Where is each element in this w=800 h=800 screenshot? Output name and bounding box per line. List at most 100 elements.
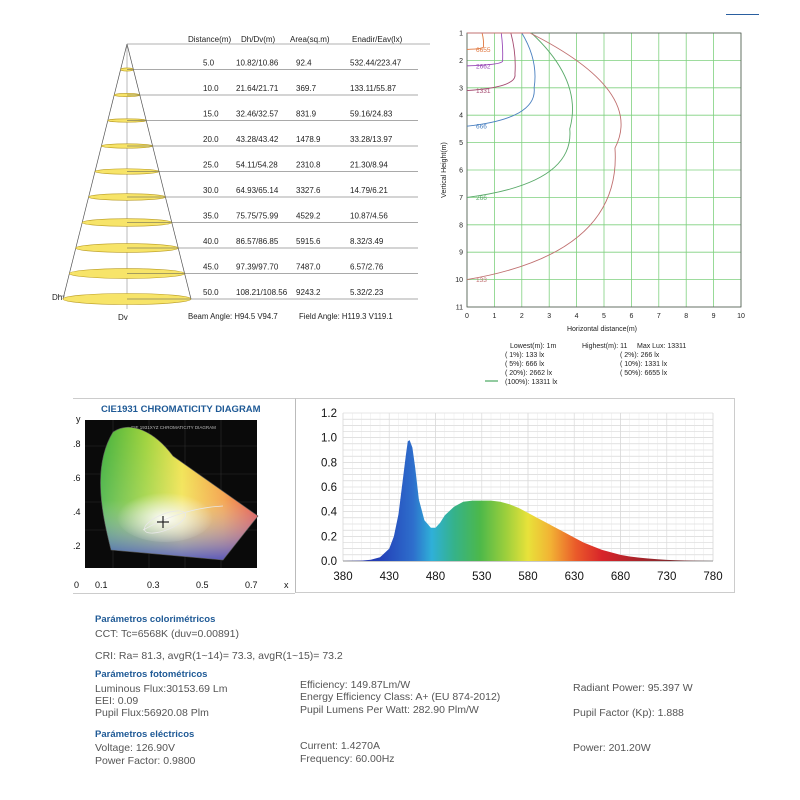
cone-row-distance: 15.0 <box>203 110 219 119</box>
isolux-xtick: 3 <box>547 313 551 320</box>
power: Power: 201.20W <box>573 742 651 754</box>
isolux-x-label: Horizontal distance(m) <box>567 326 637 333</box>
cie-panel <box>73 398 295 594</box>
isolux-ticks: 0 1 2 3 4 5 6 7 8 9 10 1 2 3 4 5 6 7 8 9 10 11 <box>455 31 745 321</box>
planckian-locus <box>142 505 224 534</box>
current: Current: 1.4270A <box>300 740 380 752</box>
isolux-xtick: 5 <box>602 313 606 320</box>
cie-xtick-1: 0.1 <box>95 580 108 590</box>
spectrum-xtick: 630 <box>565 571 584 583</box>
cie-inner-title: CIE 1931XYZ CHROMATICITY DIAGRAM <box>131 425 216 430</box>
colorimetric-title: Parámetros colorimétricos <box>95 614 216 625</box>
cone-row-area: 369.7 <box>296 84 317 93</box>
cone-row-e: 133.11/55.87 <box>350 84 397 93</box>
cone-header-area: Area(sq.m) <box>290 35 330 44</box>
legend-row-3a: ( 20%): 2662 lx <box>505 370 553 377</box>
isolux-xtick: 1 <box>492 313 496 320</box>
cone-row-distance: 20.0 <box>203 135 219 144</box>
isolux-curve <box>466 32 504 67</box>
legend-max-lux: Max Lux: 13311 <box>637 343 686 350</box>
isolux-curve <box>466 32 484 50</box>
spectrum-ytick: 0.6 <box>321 482 337 494</box>
legend-row-4a: (100%): 13311 lx <box>505 379 558 386</box>
cone-row-distance: 25.0 <box>203 161 219 170</box>
eei-value: EEI: 0.09 <box>95 695 139 707</box>
spectrum-chart: 380 430 480 530 580 630 680 730 780 0.0 0.2 0.4 0.6 0… <box>321 408 723 583</box>
isolux-curve-label: 1331 <box>476 88 491 95</box>
cone-row-distance: 10.0 <box>203 84 219 93</box>
spectrum-xtick: 480 <box>426 571 445 583</box>
dh-label: Dh <box>52 293 62 302</box>
cie-axes: y .8 .6 .4 .2 0 0.1 0.3 0.5 0.7 x <box>73 414 289 590</box>
isolux-curve-label: 2662 <box>476 63 491 70</box>
dv-label: Dv <box>118 313 128 322</box>
isolux-xtick: 8 <box>684 313 688 320</box>
isolux-xtick: 6 <box>629 313 633 320</box>
cone-row-distance: 5.0 <box>203 59 215 68</box>
cie-x-label: x <box>284 580 289 590</box>
spectrum-xtick: 380 <box>333 571 352 583</box>
efficiency: Efficiency: 149.87Lm/W <box>300 679 411 691</box>
cone-row-e: 21.30/8.94 <box>350 161 388 170</box>
cone-row-distance: 40.0 <box>203 237 219 246</box>
cone-row-dhdv: 75.75/75.99 <box>236 212 279 221</box>
cone-header-dhdv: Dh/Dv(m) <box>241 35 276 44</box>
isolux-ytick: 3 <box>459 85 463 92</box>
luminous-flux: Luminous Flux:30153.69 Lm <box>95 683 228 695</box>
cone-header-distance: Distance(m) <box>188 35 231 44</box>
cone-row-area: 92.4 <box>296 59 312 68</box>
isolux-curves: 6655 2662 1331 666 266 133 <box>466 32 622 284</box>
beam-angle: Beam Angle: H94.5 V94.7 <box>188 312 278 321</box>
spectrum-ytick: 0.0 <box>321 556 337 568</box>
cone-row-dhdv: 86.57/86.85 <box>236 237 279 246</box>
header-rule <box>726 14 759 15</box>
isolux-curve <box>466 32 573 198</box>
cone-row-area: 831.9 <box>296 110 317 119</box>
pupil-factor: Pupil Factor (Kp): 1.888 <box>573 707 684 719</box>
spectrum-xtick: 430 <box>380 571 399 583</box>
isolux-curve-label: 666 <box>476 124 487 131</box>
cone-row-e: 6.57/2.76 <box>350 263 384 272</box>
isolux-curve <box>466 32 516 91</box>
isolux-curve <box>466 32 536 127</box>
cone-row-e: 8.32/3.49 <box>350 237 384 246</box>
voltage: Voltage: 126.90V <box>95 742 175 754</box>
cct-crosshair-icon <box>157 516 169 528</box>
cie-title: CIE1931 CHROMATICITY DIAGRAM <box>101 404 261 415</box>
cie-ytick-2: .6 <box>73 473 81 483</box>
cie-xtick-4: 0.7 <box>245 580 258 590</box>
cone-row-area: 1478.9 <box>296 135 321 144</box>
legend-lowest: Lowest(m): 1m <box>510 343 556 350</box>
spectrum-panel <box>295 398 735 593</box>
isolux-legend: Lowest(m): 1m Highest(m): 11 Max Lux: 13… <box>485 343 686 386</box>
isolux-xtick: 10 <box>737 313 745 320</box>
isolux-ytick: 4 <box>459 113 463 120</box>
isolux-plot-frame <box>466 32 742 308</box>
cone-row-dhdv: 43.28/43.42 <box>236 135 279 144</box>
radiant-power: Radiant Power: 95.397 W <box>573 682 693 694</box>
isolux-ytick: 6 <box>459 168 463 175</box>
isolux-xtick: 4 <box>575 313 579 320</box>
isolux-ytick: 11 <box>456 305 463 312</box>
legend-row-1b: ( 2%): 266 lx <box>620 352 660 359</box>
spectrum-xtick: 780 <box>703 571 722 583</box>
legend-highest: Highest(m): 11 <box>582 343 627 350</box>
cone-row-dhdv: 10.82/10.86 <box>236 59 279 68</box>
legend-row-2b: ( 10%): 1331 lx <box>620 361 668 368</box>
isolux-xtick: 7 <box>657 313 661 320</box>
pupil-lumens-per-watt: Pupil Lumens Per Watt: 282.90 Plm/W <box>300 704 479 716</box>
isolux-y-label: Vertical Height(m) <box>441 142 448 198</box>
cone-row-e: 33.28/13.97 <box>350 135 393 144</box>
cri-value: CRI: Ra= 81.3, avgR(1~14)= 73.3, avgR(1~… <box>95 650 343 662</box>
legend-row-3b: ( 50%): 6655 lx <box>620 370 668 377</box>
spectrum-curve <box>343 440 713 561</box>
spectrum-xtick: 680 <box>611 571 630 583</box>
cone-row-dhdv: 54.11/54.28 <box>236 161 278 170</box>
cone-row-dhdv: 32.46/32.57 <box>236 110 279 119</box>
isolux-ytick: 10 <box>455 277 463 284</box>
cone-row-distance: 45.0 <box>203 263 219 272</box>
cie-xtick-3: 0.5 <box>196 580 209 590</box>
cone-row-area: 3327.6 <box>296 186 321 195</box>
isolux-xtick: 0 <box>465 313 469 320</box>
